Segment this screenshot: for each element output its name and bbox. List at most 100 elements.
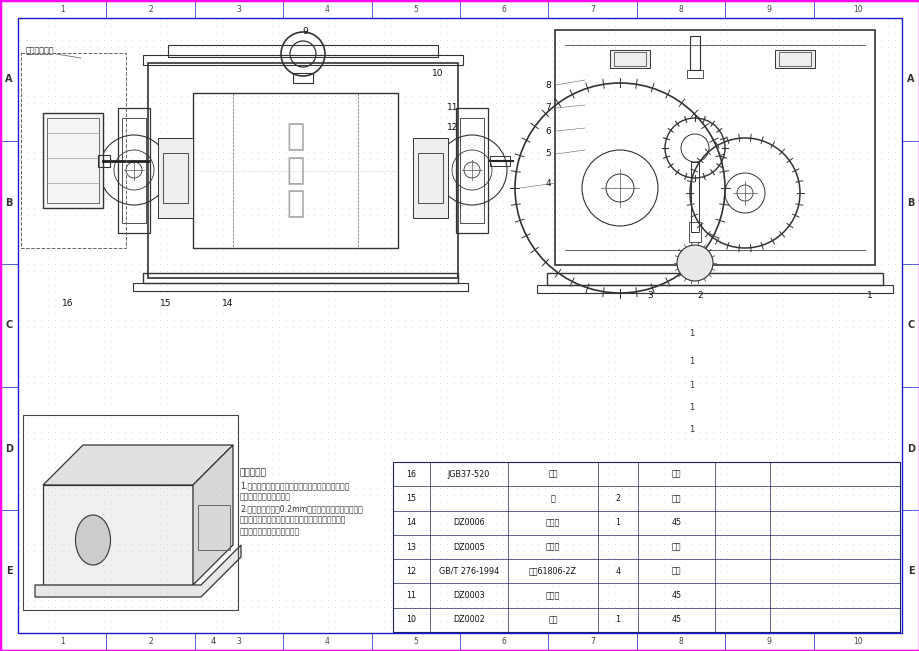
Text: 16: 16 <box>406 469 416 478</box>
Text: 7: 7 <box>589 637 595 646</box>
Text: 键: 键 <box>550 494 555 503</box>
Text: DZ0005: DZ0005 <box>453 542 484 551</box>
Bar <box>688 222 700 242</box>
Text: 4: 4 <box>615 567 619 575</box>
Bar <box>547 273 882 285</box>
Text: 8: 8 <box>678 637 683 646</box>
Text: 成，机构空载运动灵活；: 成，机构空载运动灵活； <box>240 493 290 501</box>
Text: 3: 3 <box>236 637 241 646</box>
Bar <box>163 153 187 203</box>
Bar <box>490 156 509 166</box>
Text: 14: 14 <box>406 518 416 527</box>
Text: 5: 5 <box>413 637 418 646</box>
Bar <box>392 462 899 632</box>
Text: 10: 10 <box>432 68 443 77</box>
Bar <box>413 138 448 218</box>
Text: 5: 5 <box>545 150 550 158</box>
Text: 1: 1 <box>867 292 872 301</box>
Text: 1: 1 <box>60 637 64 646</box>
Text: E: E <box>6 566 12 577</box>
Text: A: A <box>906 74 913 85</box>
Text: 1: 1 <box>688 329 694 339</box>
Bar <box>690 162 698 232</box>
Bar <box>609 50 650 68</box>
Text: DZ0003: DZ0003 <box>453 591 484 600</box>
Text: 上盖: 上盖 <box>548 615 557 624</box>
Text: A: A <box>6 74 13 85</box>
Bar <box>43 113 103 208</box>
Text: 从动轮: 从动轮 <box>545 518 560 527</box>
Text: 辊压成型并切割，要求从压印正方向观察，图案形状: 辊压成型并切割，要求从压印正方向观察，图案形状 <box>240 516 346 525</box>
Text: 13: 13 <box>406 542 416 551</box>
Bar <box>460 118 483 223</box>
Polygon shape <box>35 545 241 597</box>
Text: 45: 45 <box>671 518 681 527</box>
Bar <box>689 36 699 70</box>
Polygon shape <box>193 445 233 585</box>
Bar <box>193 93 398 248</box>
Text: 9: 9 <box>301 27 308 36</box>
Circle shape <box>676 245 712 281</box>
Bar <box>98 155 110 167</box>
Text: 4: 4 <box>210 637 215 646</box>
Text: D: D <box>5 443 13 454</box>
Text: 9: 9 <box>766 5 771 14</box>
Text: 3: 3 <box>646 292 652 301</box>
Text: 1: 1 <box>688 404 694 413</box>
Text: 2: 2 <box>148 637 153 646</box>
Bar <box>613 52 645 66</box>
Text: 常规: 常规 <box>671 542 680 551</box>
Text: 2: 2 <box>148 5 153 14</box>
Text: 15: 15 <box>406 494 416 503</box>
Bar <box>47 118 99 203</box>
Text: C: C <box>6 320 13 331</box>
Text: 4: 4 <box>324 637 330 646</box>
Text: DZ0006: DZ0006 <box>453 518 484 527</box>
Bar <box>168 45 437 57</box>
Text: 8: 8 <box>678 5 683 14</box>
Text: 右立板: 右立板 <box>545 591 560 600</box>
Text: 12: 12 <box>406 567 416 575</box>
Bar <box>774 50 814 68</box>
Text: 6: 6 <box>501 5 506 14</box>
Bar <box>417 153 443 203</box>
Text: 6: 6 <box>545 126 550 135</box>
Text: D: D <box>906 443 914 454</box>
Bar <box>21 53 126 248</box>
Text: 10: 10 <box>852 5 862 14</box>
Text: E: E <box>907 566 913 577</box>
Text: 图
案
区: 图 案 区 <box>286 122 304 219</box>
Bar <box>537 285 892 293</box>
Bar <box>133 283 468 291</box>
Text: 45: 45 <box>671 615 681 624</box>
Text: 常规: 常规 <box>671 567 680 575</box>
Text: 10: 10 <box>406 615 416 624</box>
Text: DZ0002: DZ0002 <box>453 615 484 624</box>
Text: 12: 12 <box>447 124 459 133</box>
Text: 7: 7 <box>545 104 550 113</box>
Text: C: C <box>906 320 913 331</box>
Text: 1: 1 <box>688 381 694 391</box>
Text: 及位置与图纸展开图案一致。: 及位置与图纸展开图案一致。 <box>240 527 300 536</box>
Text: GB/T 276-1994: GB/T 276-1994 <box>438 567 498 575</box>
Text: 7: 7 <box>589 5 595 14</box>
Text: 15: 15 <box>160 299 172 307</box>
Text: 创新件设计区: 创新件设计区 <box>26 46 54 55</box>
Bar <box>686 70 702 78</box>
Text: 45: 45 <box>671 591 681 600</box>
Bar <box>158 138 193 218</box>
Text: 16: 16 <box>62 299 74 307</box>
Text: 常规: 常规 <box>671 469 680 478</box>
Text: 1: 1 <box>615 518 619 527</box>
Bar <box>292 73 312 83</box>
Text: 技术要求：: 技术要求： <box>240 468 267 477</box>
Text: 轴承61806-2Z: 轴承61806-2Z <box>528 567 576 575</box>
Polygon shape <box>43 485 193 585</box>
Text: 5: 5 <box>413 5 418 14</box>
Text: 3: 3 <box>236 5 241 14</box>
Text: JGB37-520: JGB37-520 <box>448 469 490 478</box>
Text: 10: 10 <box>852 637 862 646</box>
Bar <box>122 118 146 223</box>
Bar <box>778 52 811 66</box>
Text: 2: 2 <box>697 292 702 301</box>
